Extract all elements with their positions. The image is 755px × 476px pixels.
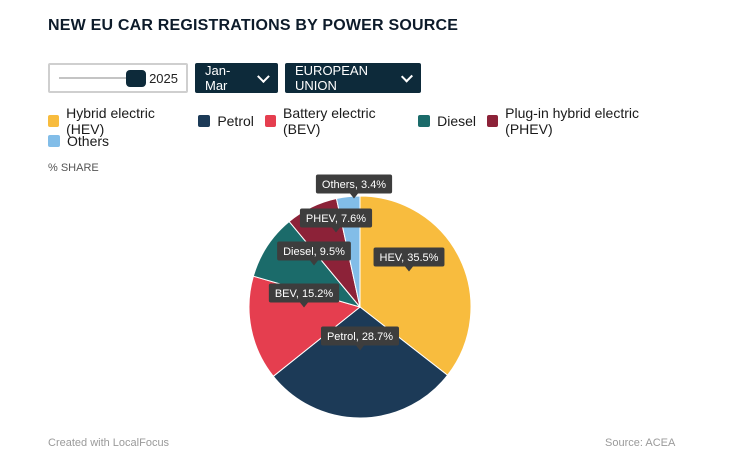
data-label-text: Others, 3.4% (322, 179, 386, 191)
legend-row: Hybrid electric (HEV) Petrol Battery elect… (48, 105, 688, 137)
legend-swatch (198, 115, 211, 127)
chart-title: NEW EU CAR REGISTRATIONS BY POWER SOURCE (48, 17, 459, 34)
period-dropdown[interactable]: Jan-Mar (195, 63, 278, 93)
data-label-text: PHEV, 7.6% (306, 213, 366, 225)
legend-item[interactable]: Battery electric (BEV) (264, 105, 407, 137)
data-label: PHEV, 7.6% (299, 208, 373, 233)
slider-handle[interactable] (126, 70, 146, 87)
pie-slice[interactable] (272, 306, 449, 419)
legend-label: Others (67, 133, 110, 149)
data-label: HEV, 35.5% (373, 247, 445, 272)
chart-controls: 2025 Jan-Mar EUROPEAN UNION (48, 63, 421, 93)
legend-label: Battery electric (BEV) (283, 105, 376, 137)
legend-item[interactable]: Diesel (418, 113, 476, 129)
pie-slice[interactable] (359, 195, 472, 376)
data-label: Petrol, 28.7% (320, 326, 400, 351)
chart-legend: Hybrid electric (HEV) Petrol Battery elect… (48, 105, 688, 151)
legend-item[interactable]: Others (48, 133, 109, 149)
slider-year-value: 2025 (149, 71, 178, 86)
slider-track (59, 77, 141, 79)
credit-text: Created with LocalFocus (48, 437, 170, 449)
legend-item[interactable]: Plug-in hybrid electric (PHEV) (487, 105, 677, 137)
legend-swatch (48, 115, 60, 127)
legend-label: Petrol (217, 113, 254, 129)
legend-swatch (48, 135, 60, 147)
period-dropdown-label: Jan-Mar (205, 63, 231, 93)
data-label: Diesel, 9.5% (277, 241, 351, 266)
region-dropdown-label: EUROPEAN UNION (295, 63, 368, 93)
legend-swatch (418, 115, 431, 127)
data-label: Others, 3.4% (315, 174, 393, 199)
legend-swatch (264, 115, 277, 127)
data-label-text: BEV, 15.2% (275, 288, 334, 300)
data-label-text: Petrol, 28.7% (327, 331, 393, 343)
legend-swatch (487, 115, 499, 127)
data-label-text: HEV, 35.5% (380, 252, 439, 264)
source-text: Source: ACEA (605, 437, 676, 449)
data-label-text: Diesel, 9.5% (283, 246, 345, 258)
legend-label: Hybrid electric (HEV) (66, 105, 155, 137)
legend-item[interactable]: Hybrid electric (HEV) (48, 105, 187, 137)
legend-label: Diesel (437, 113, 477, 129)
legend-item[interactable]: Petrol (198, 113, 254, 129)
legend-row: Others (48, 131, 688, 151)
region-dropdown[interactable]: EUROPEAN UNION (285, 63, 421, 93)
data-label: BEV, 15.2% (268, 283, 340, 308)
legend-label: Plug-in hybrid electric (PHEV) (505, 105, 639, 137)
year-slider[interactable]: 2025 (48, 63, 188, 93)
unit-label: % SHARE (48, 162, 99, 174)
